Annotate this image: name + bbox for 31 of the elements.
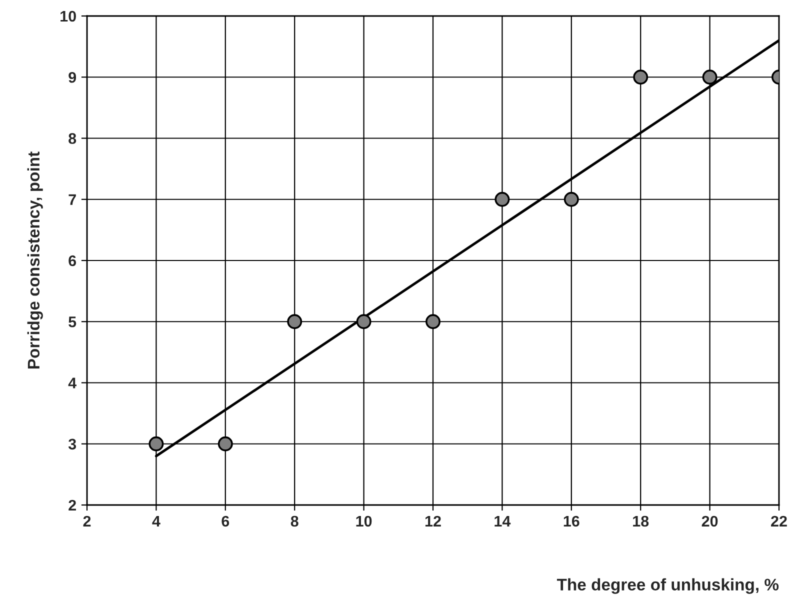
x-tick-label: 14 (494, 516, 511, 526)
point (494, 192, 510, 207)
x-axis-title: The degree of unhusking, % (556, 578, 779, 594)
y-tick-label: 3 (68, 438, 76, 450)
point (702, 70, 718, 85)
x-tick-label: 8 (290, 516, 298, 527)
point (564, 192, 579, 207)
x-tick-label: 18 (633, 516, 649, 527)
x-tick-label: 2 (83, 516, 91, 526)
y-tick-label: 4 (68, 378, 76, 388)
y-tick-label: 8 (68, 133, 76, 144)
x-tick-label: 20 (702, 516, 718, 527)
y-axis-title: Porridge consistency, point (27, 152, 43, 369)
x-tick-label: 10 (356, 516, 372, 527)
point (426, 314, 440, 330)
point (356, 314, 372, 330)
y-tick-label: 6 (68, 255, 76, 266)
y-tick-label: 5 (68, 316, 76, 328)
x-tick-label: 22 (771, 516, 787, 526)
x-tick-label: 4 (152, 516, 160, 526)
y-tick-label: 7 (68, 194, 76, 205)
y-tick-label: 10 (60, 10, 76, 22)
x-tick-label: 12 (425, 516, 441, 526)
point (148, 436, 164, 452)
point (218, 436, 233, 452)
y-tick-label: 9 (68, 72, 76, 83)
point (633, 70, 648, 85)
y-tick-label: 2 (68, 500, 76, 511)
x-tick-label: 16 (564, 516, 580, 527)
point (287, 314, 302, 330)
x-tick-label: 6 (222, 516, 230, 527)
